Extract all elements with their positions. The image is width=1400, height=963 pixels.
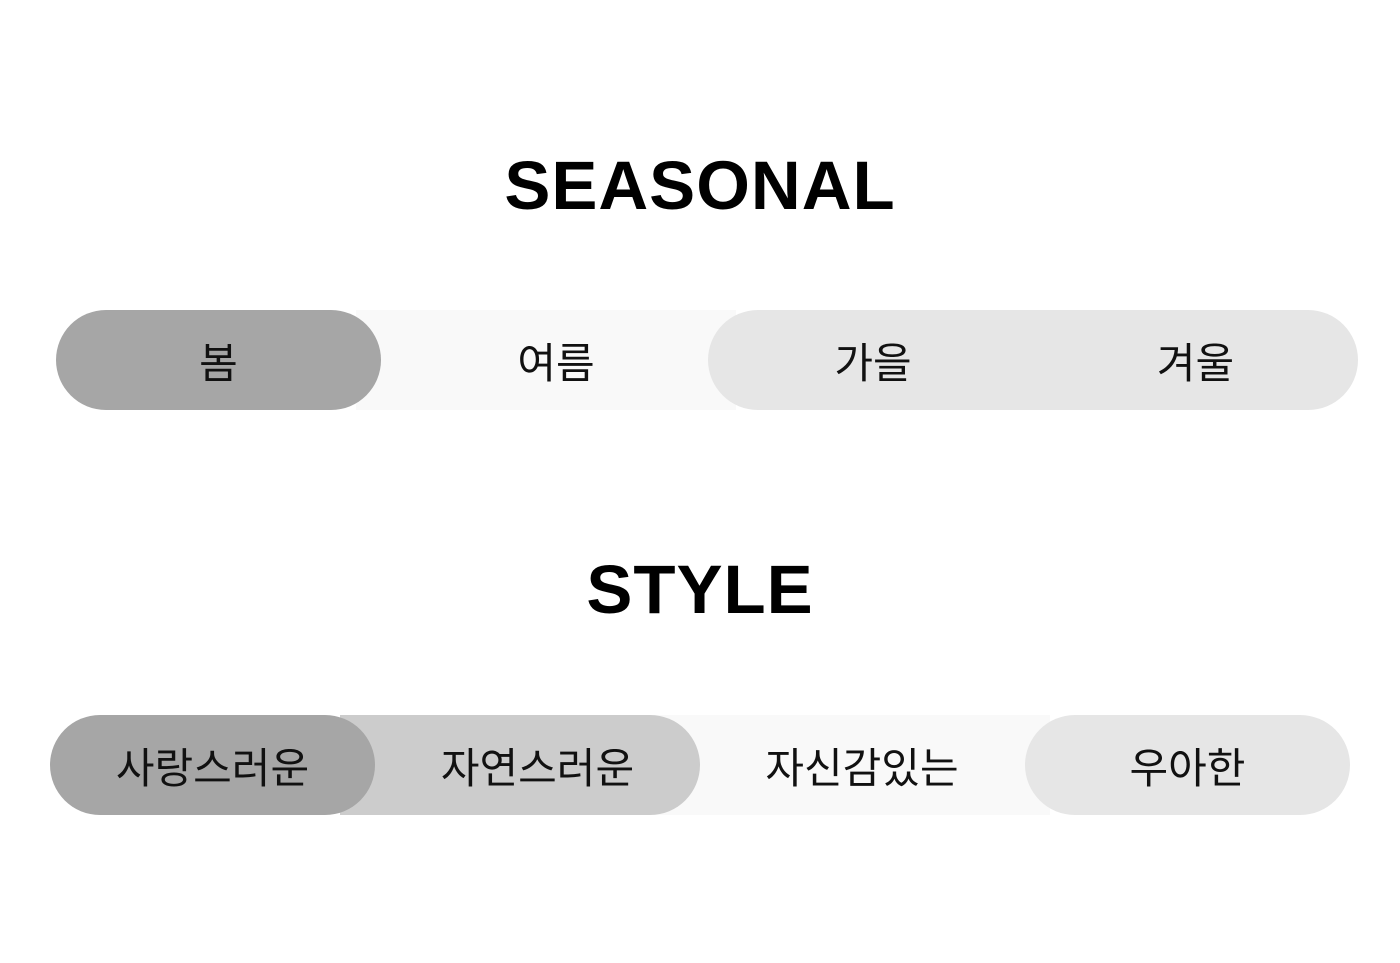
style-option-lovely[interactable]: 사랑스러운 (50, 715, 375, 815)
style-option-lovely-label: 사랑스러운 (115, 743, 310, 793)
seasonal-option-spring-label: 봄 (199, 338, 238, 388)
seasonal-option-winter[interactable]: 겨울 (1033, 310, 1358, 410)
seasonal-segmented-control: 여름 봄 가을 겨울 (56, 310, 1358, 410)
style-option-natural[interactable]: 자연스러운 (340, 715, 700, 815)
seasonal-option-winter-label: 겨울 (1156, 338, 1235, 388)
style-option-natural-label: 자연스러운 (440, 743, 635, 793)
seasonal-option-fall[interactable]: 가을 (708, 310, 1058, 410)
seasonal-option-spring[interactable]: 봄 (56, 310, 381, 410)
style-option-elegant-label: 우아한 (1129, 743, 1246, 793)
style-option-confident[interactable]: 자신감있는 (650, 715, 1050, 815)
style-option-elegant[interactable]: 우아한 (1025, 715, 1350, 815)
style-title: STYLE (586, 551, 814, 628)
seasonal-option-summer-label: 여름 (517, 338, 595, 388)
style-segmented-control: 자신감있는 자연스러운 사랑스러운 우아한 (50, 715, 1350, 815)
seasonal-option-fall-label: 가을 (834, 338, 912, 388)
seasonal-title: SEASONAL (504, 147, 896, 224)
seasonal-option-summer[interactable]: 여름 (356, 310, 736, 410)
style-option-confident-label: 자신감있는 (765, 743, 959, 793)
